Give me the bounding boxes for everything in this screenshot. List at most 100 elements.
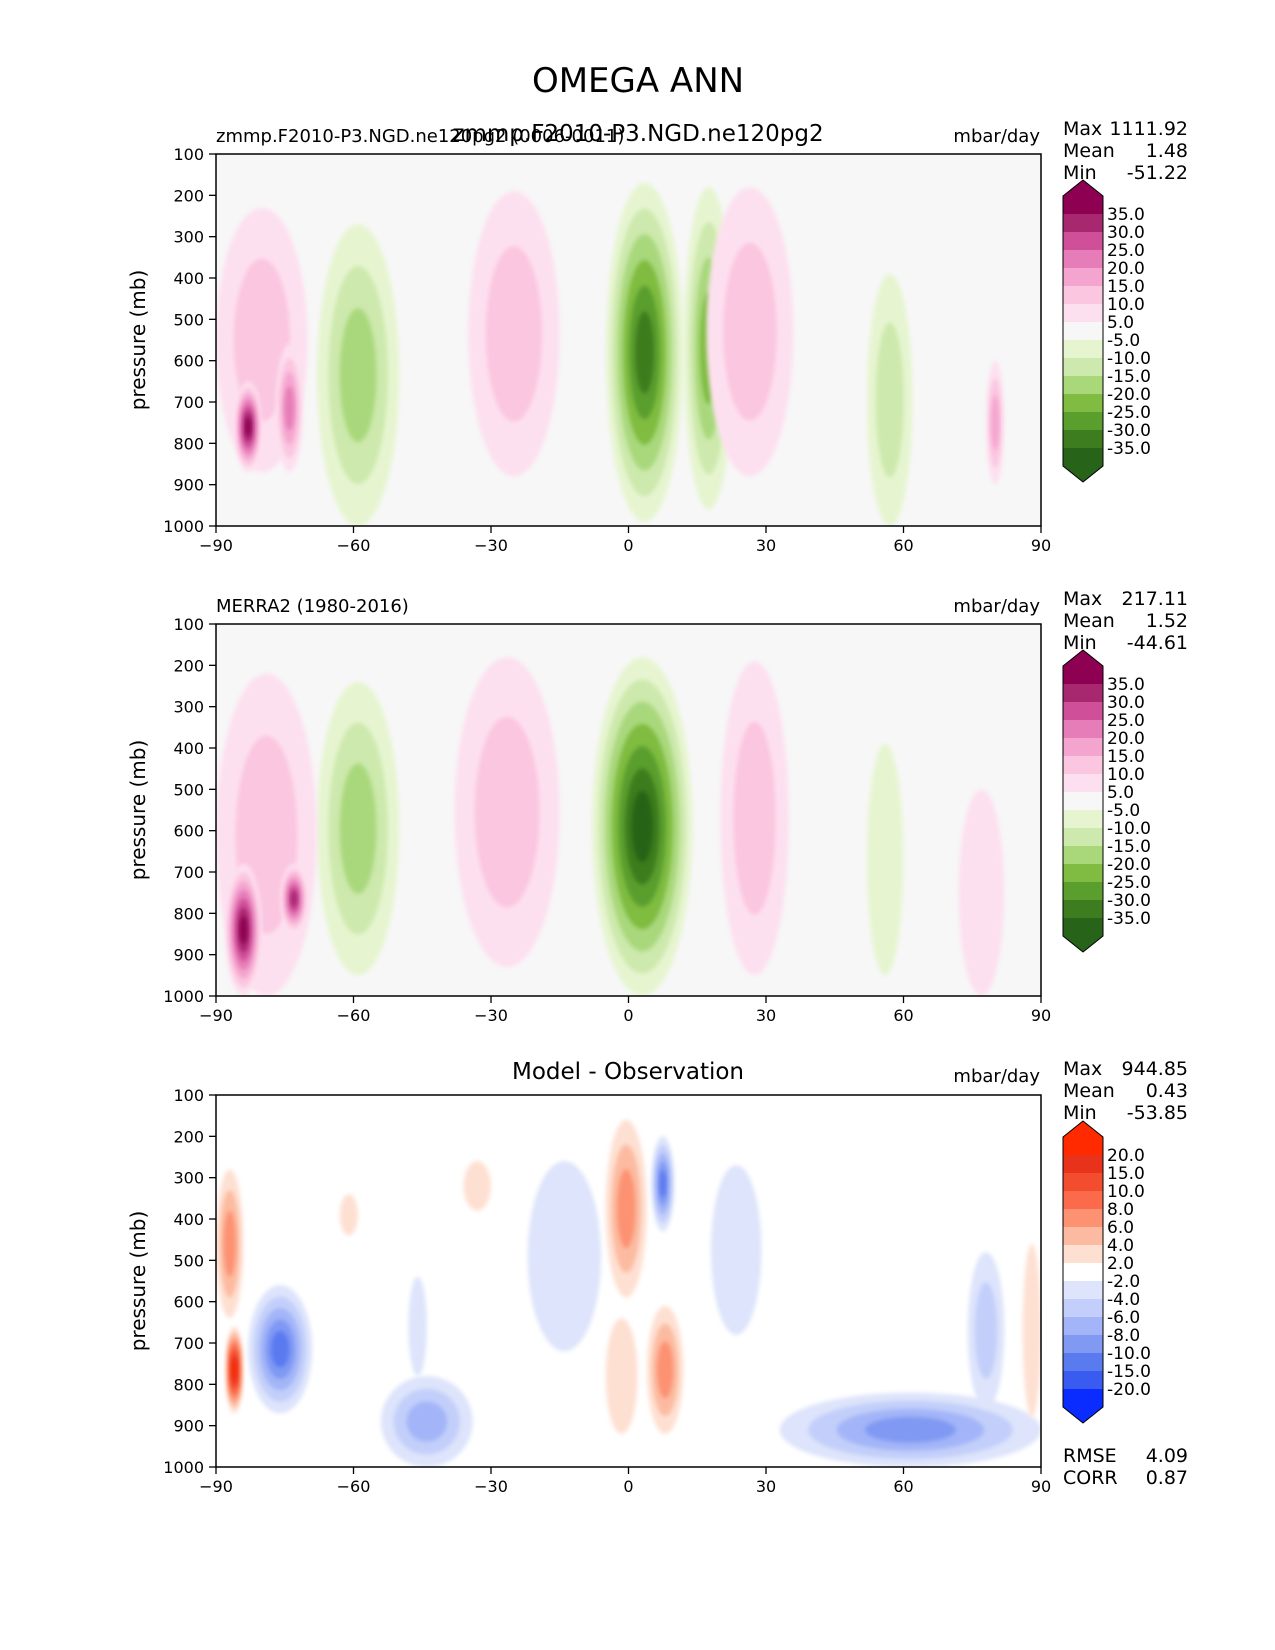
- y-tick-label: 300: [173, 1169, 204, 1188]
- x-tick-label: −60: [337, 1006, 371, 1025]
- y-tick-label: 300: [173, 698, 204, 717]
- colorbar-level-label: 30.0: [1107, 223, 1145, 243]
- colorbar-extend-min: [1063, 1407, 1103, 1423]
- panel-test-center-title: zmmp.F2010-P3.NGD.ne120pg2: [452, 121, 823, 147]
- panel-difference-stats: Max 944.85 Mean 0.43 Min -53.85: [1063, 1058, 1188, 1124]
- x-tick-label: −90: [199, 1477, 233, 1496]
- stat-max-value: 944.85: [1122, 1058, 1188, 1080]
- metric-corr-value: 0.87: [1146, 1467, 1188, 1489]
- panel-reference-ylabel: pressure (mb): [126, 740, 150, 881]
- y-tick-label: 900: [173, 946, 204, 965]
- contour-positive-6-level-1: [463, 1161, 491, 1211]
- panel-reference-x-axis: −90 −60 −30 0 30 60 90: [199, 996, 1051, 1025]
- colorbar-segment: [1063, 376, 1103, 394]
- panel-difference: Model - Observation mbar/day pressure (m…: [126, 1058, 1188, 1496]
- contour-negative-4-level-1: [866, 743, 904, 976]
- colorbar-segment: [1063, 196, 1103, 214]
- colorbar-segment: [1063, 1227, 1103, 1245]
- colorbar-segment: [1063, 666, 1103, 684]
- colorbar-extend-min: [1063, 466, 1103, 482]
- panel-difference-colorbar: 20.015.010.08.06.04.02.0-2.0-4.0-6.0-8.0…: [1062, 1120, 1151, 1424]
- colorbar-level-label: 5.0: [1107, 783, 1134, 803]
- y-tick-label: 700: [173, 1334, 204, 1353]
- colorbar-level-label: -2.0: [1107, 1272, 1140, 1292]
- panel-reference-y-axis: 100 200 300 400 500 600 700 800 900 1000: [163, 615, 216, 1006]
- stat-max-label: Max: [1063, 1058, 1102, 1080]
- colorbar-segment: [1063, 448, 1103, 466]
- panel-test-colorbar: 35.030.025.020.015.010.05.0-5.0-10.0-15.…: [1062, 179, 1151, 483]
- y-tick-label: 400: [173, 269, 204, 288]
- colorbar-level-label: 20.0: [1107, 729, 1145, 749]
- panel-reference-units: mbar/day: [953, 596, 1040, 617]
- y-tick-label: 500: [173, 1251, 204, 1270]
- colorbar-segment: [1063, 720, 1103, 738]
- colorbar-segment: [1063, 1371, 1103, 1389]
- contour-negative-5-level-2: [875, 322, 904, 478]
- y-tick-label: 700: [173, 393, 204, 412]
- x-tick-label: −30: [474, 1006, 508, 1025]
- colorbar-extend-min: [1063, 936, 1103, 952]
- colorbar-segment: [1063, 792, 1103, 810]
- panel-test-stats: Max 1111.92 Mean 1.48 Min -51.22: [1063, 118, 1188, 184]
- colorbar-segment: [1063, 358, 1103, 376]
- x-tick-label: 90: [1031, 536, 1051, 555]
- colorbar-segment: [1063, 1335, 1103, 1353]
- colorbar-level-label: 5.0: [1107, 313, 1134, 333]
- contour-negative-3-level-3: [339, 308, 377, 443]
- y-tick-label: 600: [173, 1293, 204, 1312]
- contour-positive-15-level-1: [1022, 1243, 1041, 1418]
- x-tick-label: 60: [893, 1477, 913, 1496]
- stat-max-label: Max: [1063, 118, 1102, 140]
- colorbar-segment: [1063, 702, 1103, 720]
- x-tick-label: 0: [623, 536, 633, 555]
- colorbar-level-label: -20.0: [1107, 1380, 1151, 1400]
- colorbar-level-label: 15.0: [1107, 1164, 1145, 1184]
- metric-corr-label: CORR: [1063, 1467, 1118, 1489]
- colorbar-segment: [1063, 1245, 1103, 1263]
- colorbar-level-label: -30.0: [1107, 421, 1151, 441]
- contour-negative-1-level-5: [659, 1170, 667, 1198]
- contour-positive-2-level-3: [657, 1341, 674, 1399]
- y-tick-label: 800: [173, 904, 204, 923]
- x-tick-label: 0: [623, 1477, 633, 1496]
- colorbar-level-label: -25.0: [1107, 873, 1151, 893]
- colorbar-level-label: -4.0: [1107, 1290, 1140, 1310]
- stat-max-label: Max: [1063, 588, 1102, 610]
- colorbar-level-label: -35.0: [1107, 439, 1151, 459]
- contour-positive-8-level-1: [958, 789, 1005, 996]
- metric-rmse-value: 4.09: [1146, 1445, 1188, 1467]
- colorbar-segment: [1063, 286, 1103, 304]
- contour-negative-1-level-6: [635, 311, 654, 394]
- contour-negative-14-level-2: [974, 1282, 998, 1379]
- panel-difference-center-title: Model - Observation: [512, 1059, 744, 1085]
- panel-test-ylabel: pressure (mb): [126, 270, 150, 411]
- y-tick-label: 700: [173, 863, 204, 882]
- colorbar-level-label: 10.0: [1107, 765, 1145, 785]
- colorbar-level-label: 20.0: [1107, 259, 1145, 279]
- x-tick-label: 60: [893, 1006, 913, 1025]
- colorbar-segment: [1063, 828, 1103, 846]
- y-tick-label: 1000: [163, 1458, 204, 1477]
- y-tick-label: 1000: [163, 987, 204, 1006]
- colorbar-level-label: -15.0: [1107, 1362, 1151, 1382]
- colorbar-segment: [1063, 322, 1103, 340]
- stat-min-label: Min: [1063, 1102, 1097, 1124]
- colorbar-segment: [1063, 394, 1103, 412]
- colorbar-level-label: 15.0: [1107, 277, 1145, 297]
- colorbar-extend-max: [1063, 180, 1103, 196]
- contour-positive-6-level-2: [233, 258, 291, 422]
- colorbar-segment: [1063, 918, 1103, 936]
- panel-test-left-title: zmmp.F2010-P3.NGD.ne120pg2 (0006-0011): [216, 126, 624, 147]
- x-tick-label: −60: [337, 536, 371, 555]
- contour-negative-3-level-3: [339, 763, 377, 894]
- panel-difference-x-axis: −90 −60 −30 0 30 60 90: [199, 1467, 1051, 1496]
- colorbar-level-label: -6.0: [1107, 1308, 1140, 1328]
- figure-title: OMEGA ANN: [532, 61, 744, 101]
- stat-min-value: -53.85: [1127, 1102, 1188, 1124]
- contour-negative-10-level-5: [271, 1330, 290, 1368]
- colorbar-level-label: -20.0: [1107, 385, 1151, 405]
- stat-mean-label: Mean: [1063, 610, 1115, 632]
- colorbar-level-label: 30.0: [1107, 693, 1145, 713]
- x-tick-label: 30: [756, 1477, 776, 1496]
